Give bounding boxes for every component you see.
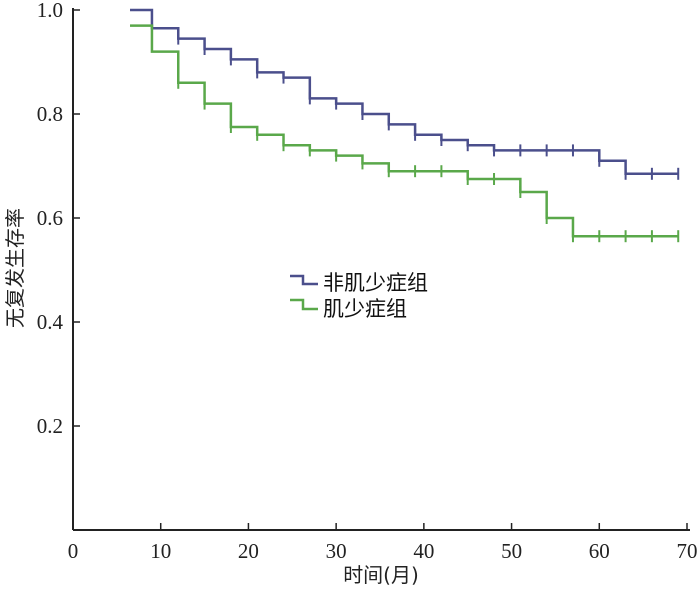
series-0 <box>130 8 680 180</box>
legend-item-non-sarcopenia: 非肌少症组 <box>290 271 428 295</box>
x-tick-label: 10 <box>150 539 171 563</box>
x-tick-label: 50 <box>501 539 522 563</box>
series-layer <box>130 8 680 243</box>
legend-label-sarcopenia: 肌少症组 <box>323 297 407 321</box>
x-axis-label: 时间(月) <box>343 563 419 587</box>
legend-swatch-non-sarcopenia <box>290 274 318 286</box>
series-line-1 <box>130 24 679 238</box>
x-tick-label: 60 <box>589 539 610 563</box>
series-line-0 <box>130 8 679 176</box>
legend-label-non-sarcopenia: 非肌少症组 <box>323 271 428 295</box>
y-ticks: 0.2 0.4 0.6 0.8 1.0 <box>37 0 80 438</box>
legend-item-sarcopenia: 肌少症组 <box>290 297 407 321</box>
legend: 非肌少症组 肌少症组 <box>290 271 428 321</box>
series-1 <box>130 24 680 243</box>
x-tick-label: 40 <box>413 539 434 563</box>
x-tick-label: 30 <box>326 539 347 563</box>
y-tick-label: 0.4 <box>37 310 64 334</box>
y-tick-label: 0.8 <box>37 102 63 126</box>
legend-swatch-sarcopenia <box>290 298 318 311</box>
x-tick-label: 0 <box>68 539 79 563</box>
y-tick-label: 0.2 <box>37 414 63 438</box>
y-tick-label: 0.6 <box>37 206 63 230</box>
x-tick-label: 20 <box>238 539 259 563</box>
y-tick-label: 1.0 <box>37 0 63 22</box>
x-ticks: 0 10 20 30 40 50 60 70 <box>68 523 698 563</box>
x-tick-label: 70 <box>677 539 698 563</box>
y-axis-label: 无复发生存率 <box>3 208 27 328</box>
